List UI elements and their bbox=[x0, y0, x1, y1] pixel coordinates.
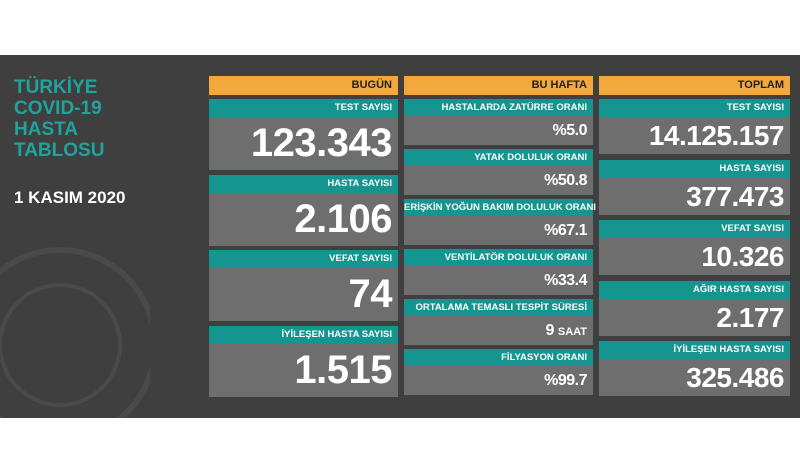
stat-value: %50.8 bbox=[544, 172, 587, 189]
stat-label: ORTALAMA TEMASLI TESPİT SÜRESİ bbox=[404, 299, 593, 316]
stat-label: YATAK DOLULUK ORANI bbox=[404, 149, 593, 166]
stat-label: HASTALARDA ZATÜRRE ORANI bbox=[404, 99, 593, 116]
stat-value-box: %5.0 bbox=[404, 116, 593, 145]
stat-value-box: 10.326 bbox=[599, 238, 790, 275]
stat-label: VENTİLATÖR DOLULUK ORANI bbox=[404, 249, 593, 266]
stat-label: VEFAT SAYISI bbox=[599, 220, 790, 238]
stat-value: 14.125.157 bbox=[648, 120, 785, 151]
stat-value: 1.515 bbox=[294, 347, 392, 392]
stat-value: 325.486 bbox=[686, 362, 784, 393]
stat-label: ERİŞKİN YOĞUN BAKIM DOLULUK ORANI bbox=[404, 199, 596, 216]
stat-value-box: 2.177 bbox=[599, 298, 790, 336]
emblem bbox=[0, 247, 150, 418]
stat-label: HASTA SAYISI bbox=[599, 159, 790, 178]
stat-value: %99.7 bbox=[544, 372, 587, 389]
title-line: HASTA bbox=[14, 119, 79, 140]
stat-value: 9 bbox=[545, 322, 554, 339]
stat-value: 2.106 bbox=[294, 196, 392, 241]
title-line: TÜRKİYE bbox=[14, 77, 98, 98]
stat-label: TEST SAYISI bbox=[209, 99, 398, 117]
stat-value-box: %33.4 bbox=[404, 266, 593, 295]
stat-label: FİLYASYON ORANI bbox=[404, 349, 593, 366]
stat-label: VEFAT SAYISI bbox=[209, 250, 398, 268]
column-header: TOPLAM bbox=[599, 76, 790, 95]
stat-unit: SAAT bbox=[557, 326, 587, 338]
stat-value-box: 74 bbox=[209, 268, 398, 321]
stat-value-box: %50.8 bbox=[404, 166, 593, 195]
stat-value-box: 325.486 bbox=[599, 359, 790, 396]
stat-value-box: 2.106 bbox=[209, 192, 398, 246]
stat-label: AĞIR HASTA SAYISI bbox=[599, 280, 790, 299]
stat-value: 2.177 bbox=[716, 301, 784, 333]
column-header: BUGÜN bbox=[209, 76, 398, 95]
stat-value-box: %99.7 bbox=[404, 366, 593, 395]
column-header: BU HAFTA bbox=[404, 76, 593, 95]
stat-value-box: 1.515 bbox=[209, 343, 398, 397]
stat-value-box: %67.1 bbox=[404, 216, 593, 245]
stat-label: TEST SAYISI bbox=[599, 99, 790, 117]
stat-label: İYİLEŞEN HASTA SAYISI bbox=[599, 341, 790, 359]
stat-value: 377.473 bbox=[686, 180, 784, 212]
stat-value-box: 123.343 bbox=[209, 117, 398, 170]
stat-value: %67.1 bbox=[544, 222, 587, 239]
stat-value: %33.4 bbox=[544, 272, 587, 289]
stat-value-box: 14.125.157 bbox=[599, 117, 790, 154]
date: 1 KASIM 2020 bbox=[14, 188, 126, 207]
title-line: COVID-19 bbox=[14, 98, 102, 119]
stat-value: 74 bbox=[348, 272, 393, 316]
stat-value: 10.326 bbox=[701, 241, 784, 272]
stat-label: HASTA SAYISI bbox=[209, 174, 398, 193]
stat-value-box: 377.473 bbox=[599, 177, 790, 215]
title-line: TABLOSU bbox=[14, 140, 105, 161]
stat-value: %5.0 bbox=[552, 122, 588, 139]
stat-value: 123.343 bbox=[250, 121, 393, 165]
stat-label: İYİLEŞEN HASTA SAYISI bbox=[209, 325, 398, 344]
stat-value-box: 9 SAAT bbox=[404, 316, 593, 345]
